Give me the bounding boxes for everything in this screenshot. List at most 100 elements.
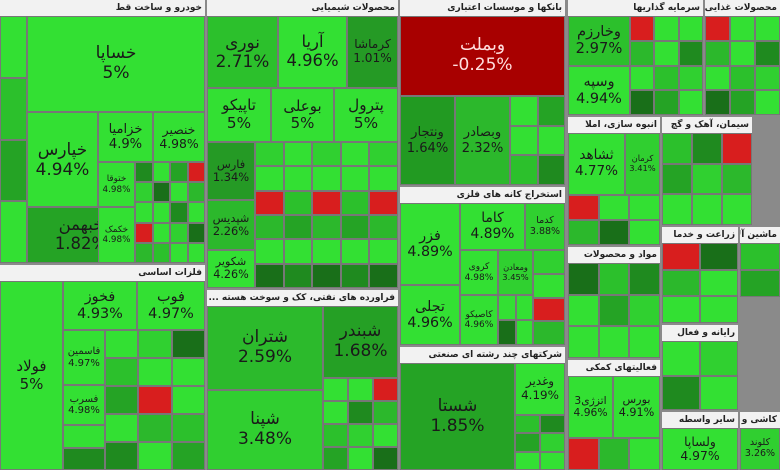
sector: استخراج کانه های فلزی فزر 4.89% تجلی 4.96% کا… <box>400 187 565 345</box>
minor-tile <box>705 16 730 41</box>
tile: کاصیکو 4.96% <box>460 295 498 345</box>
minor-tile <box>171 414 205 442</box>
tile-name: وبملت <box>459 35 506 56</box>
sector-title: ماشین آلا <box>740 227 780 243</box>
sector-title: سایر واسطه <box>662 412 738 428</box>
minor-tile <box>340 166 370 191</box>
minor-tile <box>705 65 730 91</box>
tile-name: کاصیکو <box>465 309 493 320</box>
minor-tile <box>537 155 565 185</box>
tile: ولساپا 4.97% <box>662 428 738 470</box>
minor-tile <box>630 65 655 91</box>
minor-tile <box>662 243 700 270</box>
minor-tile <box>323 401 348 424</box>
sector: فلزات اساسی فولاد 5% فخوز 4.93% فوب 4.97% فاسمی… <box>0 265 205 470</box>
minor-tile <box>568 263 599 295</box>
minor-tile <box>369 190 398 215</box>
tile-change: 4.96% <box>286 51 339 70</box>
minor-tile <box>692 163 722 195</box>
tile: خزامیا 4.9% <box>98 112 153 162</box>
minor-tile <box>135 162 153 183</box>
minor-tile <box>105 414 139 442</box>
tile-change: 1.82% <box>54 234 108 253</box>
tile-change: 1.01% <box>353 51 392 65</box>
minor-tile <box>255 190 284 215</box>
tile: فوب 4.97% <box>137 281 205 330</box>
tile-name: شستا <box>437 395 478 416</box>
minor-tile <box>373 378 398 401</box>
tile: فولاد 5% <box>0 281 63 470</box>
minor-tile <box>312 215 341 240</box>
sector-title: بانکها و موسسات اعتباری <box>400 0 565 16</box>
minor-tile <box>255 166 284 191</box>
sector: انبوه سازی، املا ثشاهد 4.77% کرمان 3.41% <box>568 117 660 245</box>
tile: اتزژی3 4.96% <box>568 376 613 438</box>
tile-change: 4.19% <box>521 388 559 402</box>
minor-tile <box>135 182 153 203</box>
tile-name: وخارزم <box>577 23 621 41</box>
tile-change: 2.97% <box>575 40 623 57</box>
sector-title: رایانه و فعال <box>662 325 738 341</box>
sector-title: استخراج کانه های فلزی <box>400 187 565 203</box>
minor-tile <box>515 433 540 452</box>
minor-tile <box>568 294 599 327</box>
minor-tile <box>654 40 679 66</box>
sector-title: فعالیتهای کمکی <box>568 360 660 376</box>
tile: خپارس 4.94% <box>27 112 98 207</box>
tile-name: وغدیر <box>525 374 555 389</box>
tile-name: خپارس <box>37 139 88 160</box>
tile-name: کاما <box>481 209 504 226</box>
minor-tile <box>323 378 348 401</box>
sector: خودرو و ساخت قط خساپا 5% خپارس 4.94% خزامیا 4.… <box>0 0 205 263</box>
tile-name: فولاد <box>16 357 47 376</box>
tile: کلوند 3.26% <box>740 428 780 470</box>
tile: شبندر 1.68% <box>323 306 398 378</box>
tile: وبملت -0.25% <box>400 16 565 96</box>
minor-tile <box>540 451 565 470</box>
sector-title: سیمان، آهک و گچ <box>662 117 752 133</box>
minor-tile <box>187 182 205 203</box>
tile: شتران 2.59% <box>207 306 323 390</box>
tile-change: 1.64% <box>406 140 449 156</box>
tile: بورس 4.91% <box>613 376 660 438</box>
sector: محصولات شیمیایی نوری 2.71% آریا 4.96% کرماشا 1… <box>207 0 398 288</box>
minor-tile <box>629 263 660 295</box>
tile-name: تاپیکو <box>222 96 256 115</box>
minor-tile <box>700 296 738 323</box>
minor-tile <box>654 90 679 115</box>
minor-tile <box>654 16 679 41</box>
minor-tile <box>138 330 172 358</box>
minor-tile <box>692 133 722 164</box>
minor-tile <box>138 414 172 442</box>
tile: آریا 4.96% <box>278 16 347 88</box>
minor-tile <box>369 239 398 264</box>
minor-tile <box>170 162 188 183</box>
minor-tile <box>170 202 188 223</box>
minor-tile <box>533 273 565 298</box>
minor-tile <box>740 243 780 270</box>
tile-name: کروی <box>468 262 490 273</box>
tile-name: تجلی <box>415 298 445 315</box>
minor-tile <box>722 194 752 225</box>
tile: پترول 5% <box>334 88 398 142</box>
sector-title: محصولات غذایی و آ <box>705 0 780 16</box>
tile: ثشاهد 4.77% <box>568 133 625 195</box>
tile: تجلی 4.96% <box>400 285 460 345</box>
tile: وخارزم 2.97% <box>568 16 630 66</box>
tile-name: پترول <box>348 96 384 115</box>
minor-tile <box>255 263 284 288</box>
minor-tile <box>700 269 738 297</box>
minor-tile <box>105 358 139 386</box>
tile-change: 4.9% <box>108 137 143 152</box>
tile: شستا 1.85% <box>400 363 515 470</box>
tile-name: شپدیس <box>212 210 250 225</box>
tile: فخوز 4.93% <box>63 281 137 330</box>
tile: ختوقا 4.98% <box>98 162 135 207</box>
tile-change: 4.77% <box>574 163 619 179</box>
tile-change: 3.41% <box>629 163 656 173</box>
minor-tile <box>152 182 170 203</box>
tile-name: شپنا <box>250 409 280 430</box>
tile-name: کدما <box>536 214 554 226</box>
minor-tile <box>373 401 398 424</box>
tile-name: اتزژی3 <box>574 393 607 407</box>
